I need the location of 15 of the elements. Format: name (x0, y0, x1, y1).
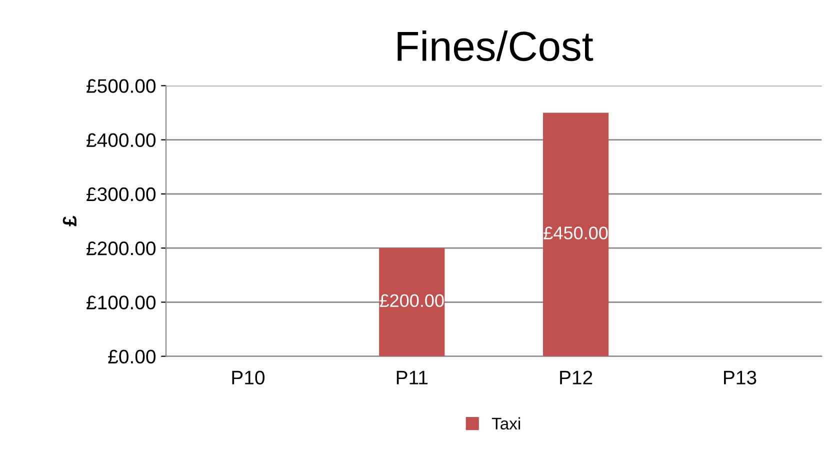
y-tick-label: £200.00 (86, 242, 156, 256)
y-tick-label: £100.00 (86, 296, 156, 310)
x-tick-label: P11 (396, 370, 428, 384)
legend-label: Taxi (492, 417, 520, 430)
y-tick-label: £500.00 (86, 79, 156, 93)
x-tick-label: P13 (724, 370, 756, 384)
y-tick-label: £0.00 (108, 350, 156, 364)
x-tick-label: P12 (560, 370, 592, 384)
data-label: £450.00 (544, 226, 608, 240)
x-tick-label: P10 (232, 370, 264, 384)
data-label: £200.00 (380, 294, 444, 308)
y-tick-label: £300.00 (86, 187, 156, 202)
y-axis-title: £ (62, 216, 76, 226)
chart-title: Fines/Cost (398, 30, 594, 62)
y-tick-label: £400.00 (86, 133, 156, 148)
